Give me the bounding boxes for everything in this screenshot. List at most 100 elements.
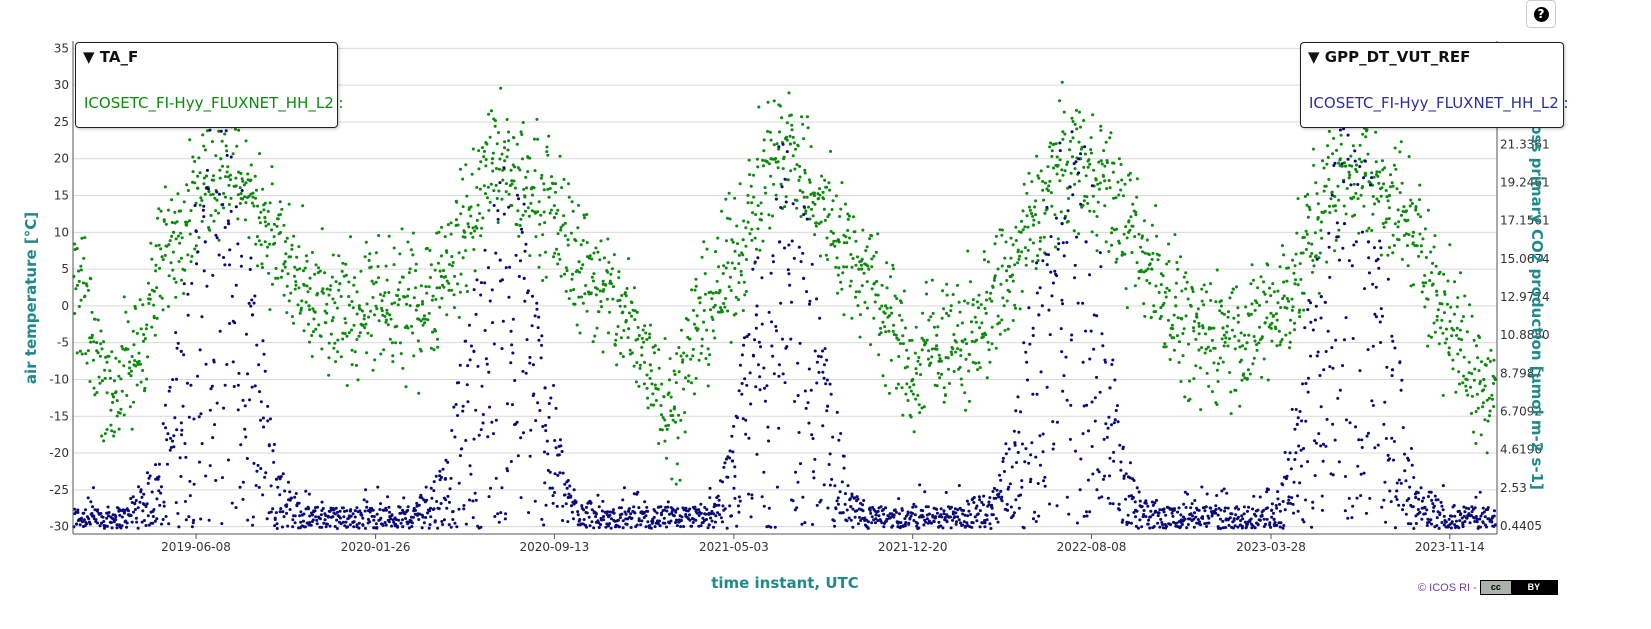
y-right-tick-label: 15.0674 [1500, 252, 1550, 266]
question-circle-icon: ? [1533, 6, 1549, 22]
x-tick-label: 2023-03-28 [1236, 540, 1306, 554]
data-point [498, 258, 502, 262]
y-right-tick-label: 12.9774 [1500, 290, 1550, 304]
data-point [1221, 326, 1225, 330]
data-point [283, 260, 287, 264]
data-point [849, 505, 853, 509]
data-point [552, 216, 557, 220]
data-point [357, 304, 361, 308]
data-point [490, 157, 495, 161]
y-left-tick-label: -5 [57, 336, 69, 350]
y-right-tick-label: 10.8880 [1500, 328, 1550, 342]
y-right-tick-label: 0.4405 [1500, 519, 1542, 533]
x-tick-label: 2020-09-13 [519, 540, 589, 554]
legend-gpp[interactable]: ▼ GPP_DT_VUT_REF ICOSETC_FI-Hyy_FLUXNET_… [1300, 42, 1569, 128]
data-point [401, 525, 405, 529]
data-point [263, 216, 267, 220]
data-point [385, 311, 389, 315]
data-point [802, 276, 806, 280]
y-right-tick-label: 4.6196 [1500, 443, 1542, 457]
triangle-down-icon[interactable]: ▼ [83, 48, 95, 66]
x-tick-label: 2020-01-26 [341, 540, 411, 554]
y-left-tick-label: 30 [54, 78, 69, 92]
data-point [1150, 267, 1154, 271]
y-left-tick-label: 25 [54, 115, 69, 129]
data-point [1390, 368, 1395, 372]
data-point [1037, 313, 1041, 317]
data-point [648, 363, 652, 367]
data-point [1103, 179, 1107, 183]
x-axis-label: time instant, UTC [711, 574, 859, 592]
data-point [1366, 240, 1371, 244]
y-left-tick-label: -10 [49, 372, 69, 386]
series-scatter-gpp [73, 122, 1496, 530]
legend-title-gpp[interactable]: ▼ GPP_DT_VUT_REF [1308, 48, 1471, 66]
x-tick-label: 2023-11-14 [1415, 540, 1485, 554]
data-point [219, 157, 223, 161]
y-axis-label-right: gross primary CO2 production [µmol m-2 s… [1528, 106, 1546, 490]
data-point [172, 230, 176, 234]
data-point [860, 267, 864, 271]
y-left-tick-label: -30 [49, 520, 69, 534]
data-point [741, 238, 745, 242]
y-left-tick-label: 5 [61, 262, 69, 276]
data-point [1342, 222, 1347, 226]
legend-ta-f[interactable]: ▼ TA_F ICOSETC_FI-Hyy_FLUXNET_HH_L2 : [75, 42, 344, 128]
data-point [959, 348, 963, 352]
data-point [1435, 289, 1439, 293]
data-point [439, 274, 443, 279]
data-point [1197, 348, 1201, 352]
data-point [472, 349, 476, 353]
help-button[interactable]: ? [1526, 0, 1556, 28]
data-point [510, 179, 514, 183]
data-point [1269, 311, 1273, 315]
data-point [1084, 240, 1088, 244]
data-point [90, 333, 94, 337]
data-point [826, 404, 830, 408]
data-point [1295, 422, 1299, 426]
grid-lines [73, 47, 1497, 528]
data-point [110, 392, 115, 396]
data-point [984, 311, 988, 315]
data-point [754, 313, 759, 317]
series-ta-f [72, 80, 1498, 486]
y-left-tick-label: 0 [61, 299, 69, 313]
data-point [1482, 377, 1486, 382]
x-tick-label: 2019-06-08 [161, 540, 231, 554]
y-left-tick-label: -15 [49, 409, 69, 423]
data-point [812, 193, 817, 198]
y-left-tick-label: -25 [49, 483, 69, 497]
data-point [778, 240, 782, 244]
series-scatter-ta [73, 80, 1497, 486]
data-point [730, 459, 735, 463]
y-left-tick-label: 15 [54, 189, 69, 203]
data-point [707, 523, 711, 527]
y-right-tick-label: 2.53 [1500, 481, 1527, 495]
x-ticks: 2019-06-08 2020-01-26 2020-09-13 2021-05-03… [161, 534, 1485, 554]
data-point [1411, 230, 1415, 234]
y-left-tick-label: 20 [54, 152, 69, 166]
triangle-down-icon[interactable]: ▼ [1308, 48, 1320, 66]
data-point [1060, 222, 1064, 226]
data-point [1108, 386, 1112, 390]
data-point [543, 386, 547, 390]
y-right-tick-label: 8.7987 [1500, 366, 1542, 380]
data-point [307, 304, 311, 308]
data-point [330, 319, 334, 323]
cc-by-badge-icon[interactable]: cc BY [1479, 580, 1558, 595]
y-right-tick-label: 6.7092 [1500, 404, 1542, 418]
y-left-tick-label: 35 [54, 41, 69, 55]
y-left-tick-label: 10 [54, 225, 69, 239]
legend-title-ta-f[interactable]: ▼ TA_F [83, 48, 139, 66]
data-point [250, 313, 255, 317]
footer-credit: © ICOS RI - cc BY [1418, 580, 1558, 595]
y-left-ticks: 35 30 25 20 15 10 5 0 -5 -10 -15 -20 -25 -30 [49, 41, 69, 533]
data-point [788, 142, 793, 146]
data-point [1459, 348, 1463, 352]
data-point [1272, 517, 1276, 522]
y-right-tick-label: 17.1561 [1500, 214, 1550, 228]
data-point [566, 495, 570, 500]
data-point [1293, 282, 1297, 286]
data-point [577, 260, 581, 264]
